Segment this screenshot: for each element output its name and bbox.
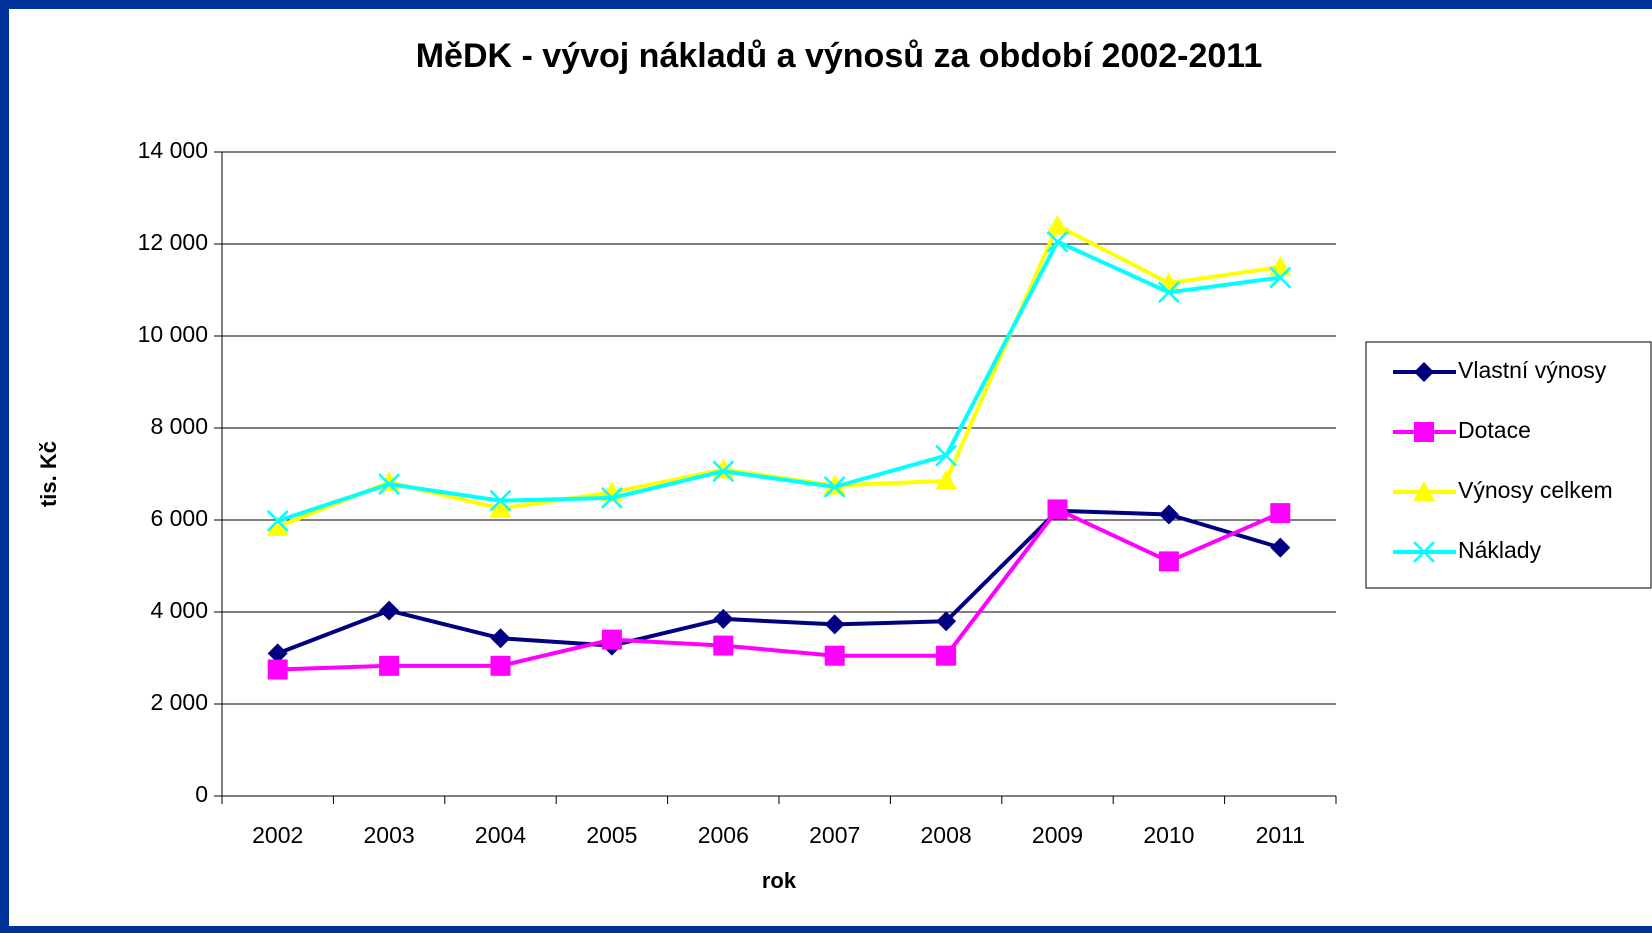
series-line (276, 508, 1281, 656)
legend-label: Náklady (1458, 537, 1542, 563)
data-point (267, 643, 288, 664)
data-point (489, 497, 512, 518)
data-point (489, 489, 512, 512)
data-point (378, 473, 400, 496)
data-point (1158, 281, 1180, 304)
data-point (1158, 504, 1179, 525)
data-point (1158, 551, 1179, 572)
data-point (601, 487, 623, 509)
data-point (490, 655, 511, 676)
data-point (266, 510, 289, 532)
x-axis-label: rok (762, 868, 797, 893)
data-point (379, 600, 400, 621)
x-tick-label: 2010 (1143, 822, 1194, 848)
x-tick-label: 2002 (252, 822, 303, 848)
data-point (379, 655, 400, 676)
legend-marker (1413, 481, 1435, 501)
data-point (824, 614, 845, 635)
y-axis-label: tis. Kč (36, 441, 61, 507)
legend-marker (1414, 422, 1434, 442)
data-point (1270, 537, 1291, 558)
legend-label: Vlastní výnosy (1458, 357, 1607, 383)
y-tick-label: 2 000 (150, 689, 208, 715)
data-point (935, 469, 958, 490)
legend-label: Dotace (1458, 417, 1531, 443)
y-tick-label: 4 000 (150, 597, 208, 623)
data-point (266, 515, 289, 536)
x-tick-label: 2004 (475, 822, 526, 848)
x-tick-label: 2011 (1256, 822, 1305, 848)
legend-label: Výnosy celkem (1458, 477, 1613, 503)
data-point (1270, 503, 1291, 524)
data-point (490, 628, 511, 649)
data-point (936, 611, 957, 632)
x-tick-label: 2007 (809, 822, 860, 848)
data-point (267, 659, 288, 680)
x-tick-label: 2005 (586, 822, 637, 848)
data-point (936, 645, 957, 666)
legend-marker (1414, 362, 1434, 382)
data-point (823, 475, 846, 498)
data-point (824, 645, 845, 666)
x-tick-label: 2008 (921, 822, 972, 848)
y-tick-label: 6 000 (150, 505, 208, 531)
data-point (712, 460, 735, 483)
x-tick-label: 2003 (364, 822, 415, 848)
series-line (277, 239, 1281, 523)
y-tick-label: 8 000 (150, 413, 208, 439)
y-tick-label: 14 000 (138, 137, 208, 163)
data-point (713, 635, 734, 656)
series-line (277, 507, 1282, 672)
data-point (601, 629, 622, 650)
data-point (1047, 499, 1068, 520)
y-tick-label: 0 (195, 781, 208, 807)
legend-box (1365, 341, 1652, 589)
data-point (1046, 214, 1069, 235)
data-point (935, 444, 957, 467)
x-tick-label: 2006 (698, 822, 749, 848)
data-point (1269, 266, 1292, 289)
legend-marker (1413, 541, 1435, 563)
data-point (713, 608, 734, 629)
data-point (1046, 230, 1069, 253)
chart-title: MěDK - vývoj nákladů a výnosů za období … (416, 37, 1263, 75)
data-point (823, 474, 846, 495)
y-tick-label: 12 000 (138, 229, 208, 255)
y-tick-label: 10 000 (138, 321, 208, 347)
x-tick-label: 2009 (1032, 822, 1083, 848)
